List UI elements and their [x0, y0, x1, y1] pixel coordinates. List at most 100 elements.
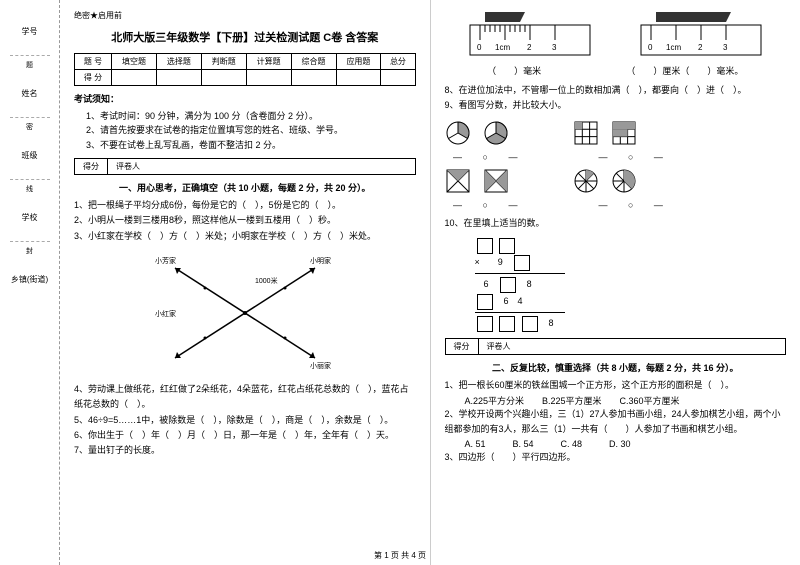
digit-9: 9	[498, 257, 503, 267]
confidential-tag: 绝密★启用前	[74, 10, 416, 21]
caption-left: （ ）毫米	[487, 64, 541, 77]
binding-label-3: 学校	[4, 212, 55, 223]
mc-question-2: 2、学校开设两个兴趣小组，三（1）27人参加书画小组，24人参加棋艺小组，两个小…	[445, 407, 787, 438]
dotted-line	[10, 241, 50, 242]
question-9: 9、看图写分数，并比较大小。	[445, 98, 787, 113]
digit-box	[514, 255, 530, 271]
score-label: 得分	[446, 339, 479, 354]
mc-options-1: A.225平方分米 B.225平方厘米 C.360平方厘米	[445, 394, 787, 407]
digit-box	[477, 238, 493, 254]
svg-text:2: 2	[527, 43, 532, 52]
score-label: 得分	[75, 159, 108, 174]
times-symbol: ×	[475, 257, 480, 267]
svg-text:1cm: 1cm	[666, 43, 681, 52]
digit-box	[499, 316, 515, 332]
question-8: 8、在进位加法中，不管哪一位上的数相加满（ ），都要向（ ）进（ ）。	[445, 83, 787, 98]
dotted-line	[10, 117, 50, 118]
td	[156, 70, 201, 86]
calc-line	[475, 273, 565, 274]
calc-line	[475, 312, 565, 313]
td	[381, 70, 415, 86]
digit-6: 6	[504, 296, 509, 306]
svg-text:1cm: 1cm	[495, 43, 510, 52]
td	[112, 70, 157, 86]
digit-8: 8	[527, 279, 532, 289]
question-3: 3、小红家在学校（ ）方（ ）米处；小明家在学校（ ）方（ ）米处。	[74, 229, 416, 244]
binding-marker: 题	[4, 60, 55, 70]
direction-diagram: 小明家 1000米 小红家 小丽家 小芳家	[145, 248, 345, 378]
th: 判断题	[201, 54, 246, 70]
fraction-row-2	[445, 168, 787, 194]
binding-label-0: 学号	[4, 26, 55, 37]
circle-3-1-icon	[445, 120, 471, 146]
digit-box	[522, 316, 538, 332]
svg-text:小芳家: 小芳家	[155, 256, 176, 265]
mc-question-3: 3、四边形（ ）平行四边形。	[445, 450, 787, 465]
dotted-line	[10, 55, 50, 56]
compare-circle: ○	[483, 200, 488, 210]
question-4: 4、劳动课上做纸花，红红做了2朵纸花，4朵蓝花，红花占纸花总数的（ ），蓝花占纸…	[74, 382, 416, 413]
score-box: 得分 评卷人	[74, 158, 416, 175]
binding-marker: 线	[4, 184, 55, 194]
ruler-row: 0 1cm 2 3 0 1cm 2 3	[445, 10, 787, 60]
section-1-title: 一、用心思考，正确填空（共 10 小题，每题 2 分，共 20 分）。	[74, 181, 416, 194]
question-1: 1、把一根绳子平均分成6份，每份是它的（ ），5份是它的（ ）。	[74, 198, 416, 213]
ruler-captions: （ ）毫米 （ ）厘米（ ）毫米。	[445, 64, 787, 77]
th: 选择题	[156, 54, 201, 70]
th: 填空题	[112, 54, 157, 70]
question-list-2: 4、劳动课上做纸花，红红做了2朵纸花，4朵蓝花，红花占纸花总数的（ ），蓝花占纸…	[74, 382, 416, 458]
grader-label: 评卷人	[108, 159, 415, 174]
square-diag2-icon	[483, 168, 509, 194]
notice-item: 1、考试时间：90 分钟，满分为 100 分（含卷面分 2 分）。	[86, 109, 416, 123]
svg-text:3: 3	[723, 43, 728, 52]
th: 总分	[381, 54, 415, 70]
grader-label: 评卷人	[479, 339, 786, 354]
svg-text:小明家: 小明家	[310, 256, 331, 265]
question-10: 10、在里填上适当的数。	[445, 216, 787, 231]
fraction-compare-2: —○— —○—	[445, 200, 787, 210]
binding-label-4: 乡镇(街道)	[4, 274, 55, 285]
svg-text:2: 2	[698, 43, 703, 52]
ruler-left: 0 1cm 2 3	[465, 10, 595, 60]
notice-item: 3、不要在试卷上乱写乱画，卷面不整洁扣 2 分。	[86, 138, 416, 152]
digit-box	[477, 294, 493, 310]
mc-options-2: A. 51 B. 54 C. 48 D. 30	[445, 437, 787, 450]
th: 计算题	[246, 54, 291, 70]
fraction-compare-1: —○— —○—	[445, 152, 787, 162]
svg-text:3: 3	[552, 43, 557, 52]
svg-text:小丽家: 小丽家	[310, 361, 331, 370]
square-diag-icon	[445, 168, 471, 194]
notice-title: 考试须知：	[74, 92, 416, 105]
page-footer: 第 1 页 共 4 页	[0, 550, 800, 561]
svg-text:小红家: 小红家	[155, 309, 176, 318]
compare-circle: ○	[628, 200, 633, 210]
binding-marker: 封	[4, 246, 55, 256]
notice-list: 1、考试时间：90 分钟，满分为 100 分（含卷面分 2 分）。 2、请首先按…	[74, 109, 416, 152]
circle-8-3-icon	[611, 168, 637, 194]
question-7: 7、量出钉子的长度。	[74, 443, 416, 458]
binding-label-2: 班级	[4, 150, 55, 161]
fraction-row-1	[445, 120, 787, 146]
svg-text:0: 0	[648, 43, 653, 52]
binding-label-1: 姓名	[4, 88, 55, 99]
section-2-title: 二、反复比较，慎重选择（共 8 小题，每题 2 分，共 16 分）。	[445, 361, 787, 374]
question-2: 2、小明从一楼到三楼用8秒，照这样他从一楼到五楼用（ ）秒。	[74, 213, 416, 228]
multiplication-work: × 9 6 8 6 4 8	[475, 237, 787, 332]
table-row: 题 号 填空题 选择题 判断题 计算题 综合题 应用题 总分	[75, 54, 416, 70]
compare-circle: ○	[628, 152, 633, 162]
svg-text:0: 0	[477, 43, 482, 52]
digit-8: 8	[549, 318, 554, 328]
grid-9-5-icon	[611, 120, 637, 146]
compare-circle: ○	[483, 152, 488, 162]
td	[336, 70, 381, 86]
td	[201, 70, 246, 86]
td	[246, 70, 291, 86]
circle-8-icon	[573, 168, 599, 194]
binding-margin: 学号 题 姓名 密 班级 线 学校 封 乡镇(街道)	[0, 0, 60, 565]
digit-box	[477, 316, 493, 332]
svg-text:1000米: 1000米	[255, 276, 278, 285]
circle-3-2-icon	[483, 120, 509, 146]
td: 得 分	[75, 70, 112, 86]
left-column: 绝密★启用前 北师大版三年级数学【下册】过关检测试题 C卷 含答案 题 号 填空…	[60, 0, 431, 565]
question-5: 5、46÷9=5……1中，被除数是（ ），除数是（ ），商是（ ），余数是（ ）…	[74, 413, 416, 428]
